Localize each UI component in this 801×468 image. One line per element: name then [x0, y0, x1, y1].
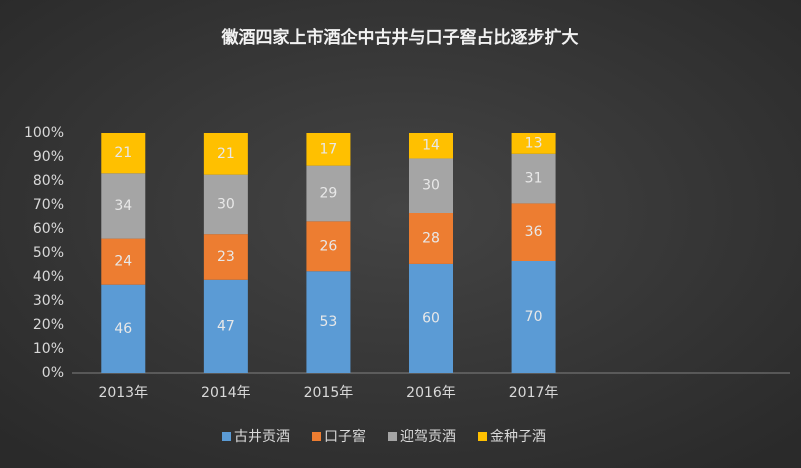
legend-label: 金种子酒 [490, 429, 546, 445]
y-tick-label: 30% [33, 293, 64, 309]
bar-segment [511, 153, 556, 204]
legend-label: 古井贡酒 [234, 429, 290, 445]
bar-segment [203, 174, 248, 235]
bar-segment [203, 234, 248, 280]
bar-segment [409, 263, 453, 373]
data-label: 21 [217, 146, 235, 162]
data-label: 30 [217, 196, 235, 212]
y-tick-label: 60% [33, 221, 64, 237]
data-label: 53 [320, 314, 338, 330]
bar-segment [306, 133, 351, 166]
bar-segment [409, 158, 453, 213]
data-label: 21 [114, 145, 132, 161]
y-tick-label: 100% [24, 125, 64, 141]
data-label: 14 [422, 138, 440, 154]
y-tick-label: 40% [33, 269, 64, 285]
legend-label: 迎驾贡酒 [400, 429, 456, 445]
y-tick-label: 80% [33, 173, 64, 189]
legend-swatch [312, 432, 321, 441]
x-tick-label: 2014年 [201, 385, 251, 401]
bar-segment [511, 203, 556, 261]
x-tick-label: 2013年 [98, 385, 148, 401]
y-tick-label: 20% [33, 317, 64, 333]
chart-title: 徽酒四家上市酒企中古井与口子窖占比逐步扩大 [221, 27, 579, 48]
bar-segment [203, 279, 248, 373]
bar-segment [306, 271, 351, 373]
y-tick-label: 70% [33, 197, 64, 213]
bar-segment [306, 221, 351, 272]
data-label: 23 [217, 249, 235, 265]
data-label: 46 [114, 321, 132, 337]
y-tick-label: 90% [33, 149, 64, 165]
legend-label: 口子窖 [324, 428, 366, 445]
y-tick-label: 10% [33, 341, 64, 357]
x-tick-label: 2015年 [304, 385, 354, 401]
data-label: 30 [422, 178, 440, 194]
legend-swatch [388, 432, 397, 441]
data-label: 34 [114, 198, 132, 214]
bar-segment [409, 133, 453, 159]
bar-segment [101, 173, 146, 239]
legend-swatch [478, 432, 487, 441]
data-label: 13 [525, 135, 543, 151]
data-label: 36 [525, 224, 543, 240]
bar-segment [306, 165, 351, 222]
y-tick-label: 0% [42, 365, 64, 381]
data-label: 70 [525, 309, 543, 325]
bar-segment [101, 284, 146, 373]
x-tick-label: 2017年 [509, 385, 559, 401]
data-label: 26 [320, 238, 338, 254]
x-tick-label: 2016年 [406, 385, 456, 401]
data-label: 29 [320, 185, 338, 201]
data-label: 28 [422, 230, 440, 246]
y-tick-label: 50% [33, 245, 64, 261]
data-label: 31 [525, 171, 543, 187]
legend-swatch [222, 432, 231, 441]
data-label: 60 [422, 310, 440, 326]
bar-segment [511, 261, 556, 373]
data-label: 17 [320, 141, 338, 157]
bar-segment [203, 133, 248, 175]
bar-segment [101, 238, 146, 285]
bar-segment [511, 133, 556, 154]
bar-segment [101, 133, 146, 174]
data-label: 24 [114, 254, 132, 270]
bar-segment [409, 213, 453, 264]
data-label: 47 [217, 318, 235, 334]
